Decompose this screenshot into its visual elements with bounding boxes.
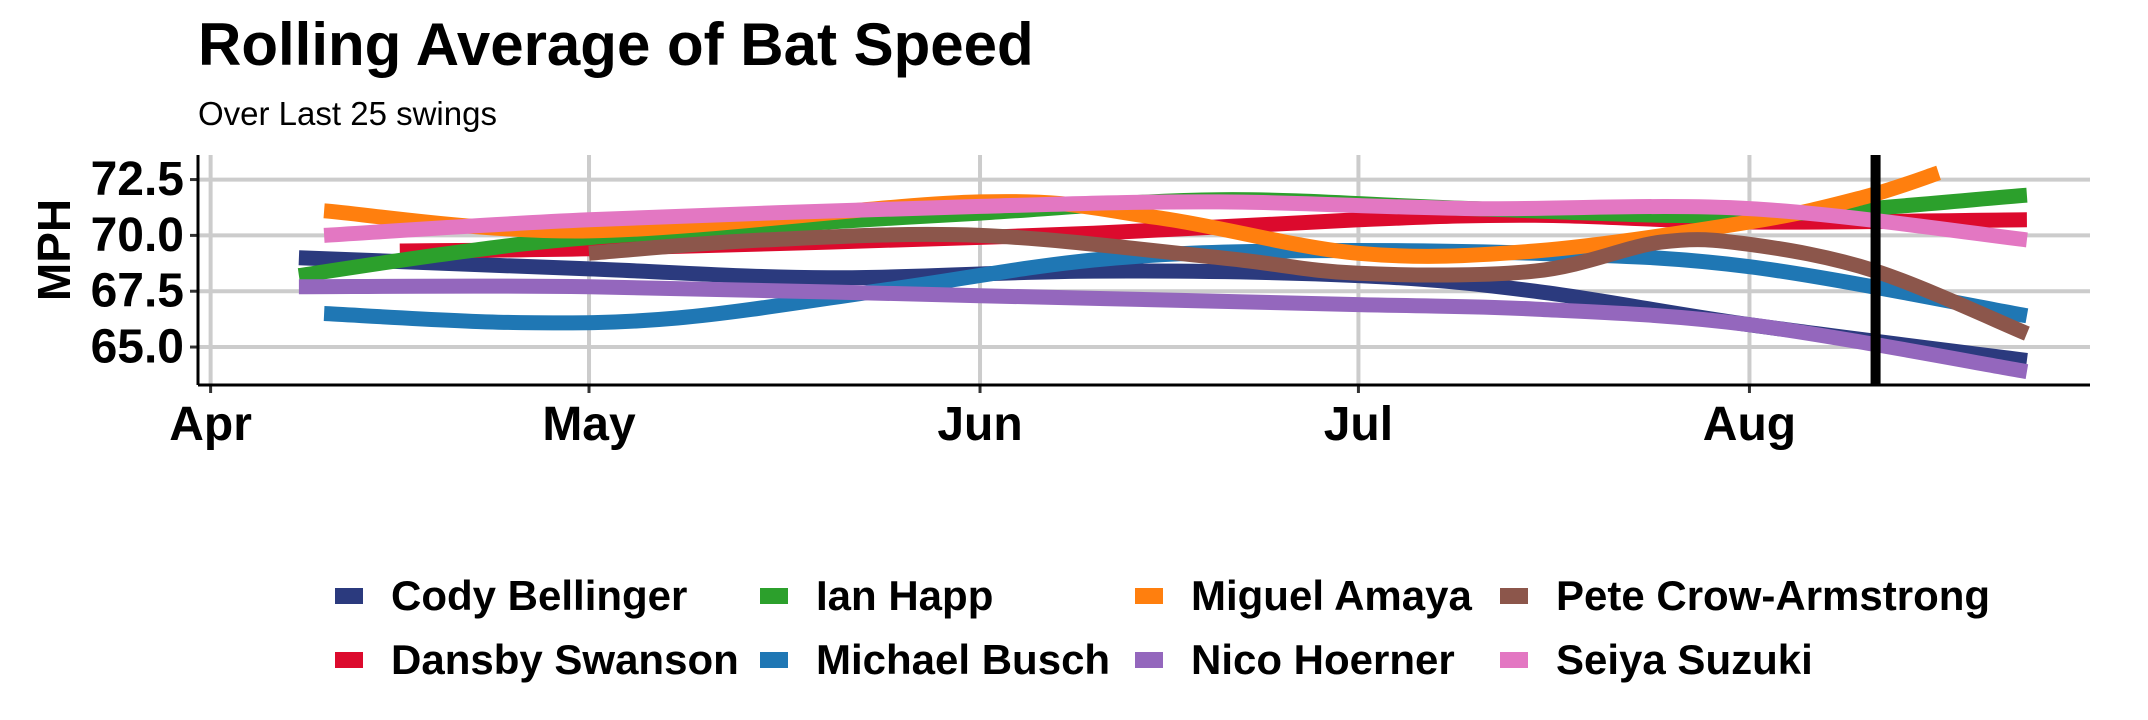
x-tick-label-jun: Jun [937, 398, 1022, 451]
legend-swatch [335, 652, 363, 668]
legend-label: Dansby Swanson [391, 636, 739, 683]
legend: Cody Bellinger Ian Happ Miguel Amaya Pete C… [335, 568, 2055, 688]
axes [196, 155, 2090, 387]
legend-item-seiya-suzuki: Seiya Suzuki [1500, 632, 2020, 688]
legend-label: Nico Hoerner [1191, 636, 1455, 683]
series-line-seiya-suzuki [323, 194, 2028, 248]
series-line-nico-hoerner [298, 278, 2029, 379]
chart-subtitle: Over Last 25 swings [198, 95, 497, 132]
y-tick-label-65-0: 65.0 [91, 321, 184, 374]
legend-swatch [1135, 652, 1163, 668]
legend-label: Michael Busch [816, 636, 1111, 683]
x-tick-label-jul: Jul [1324, 398, 1393, 451]
y-axis-label: MPH [28, 199, 80, 301]
legend-item-ian-happ: Ian Happ [760, 568, 1135, 624]
legend-item-nico-hoerner: Nico Hoerner [1135, 632, 1500, 688]
y-tick-label-67-5: 67.5 [91, 265, 184, 318]
x-tick-label-may: May [542, 398, 636, 451]
legend-item-michael-busch: Michael Busch [760, 632, 1135, 688]
legend-label: Miguel Amaya [1191, 572, 1472, 619]
legend-swatch [1135, 588, 1163, 604]
series-line-pete-crow-armstrong [588, 226, 2030, 341]
legend-swatch [1500, 652, 1528, 668]
legend-label: Cody Bellinger [391, 572, 688, 619]
y-tick-label-72-5: 72.5 [91, 153, 184, 206]
legend-item-cody-bellinger: Cody Bellinger [335, 568, 760, 624]
chart-title: Rolling Average of Bat Speed [198, 11, 1034, 78]
legend-swatch [335, 588, 363, 604]
legend-swatch [760, 652, 788, 668]
legend-label: Ian Happ [816, 572, 994, 619]
y-tick-label-70-0: 70.0 [91, 209, 184, 262]
series-lines [297, 165, 2030, 379]
legend-item-pete-crow-armstrong: Pete Crow-Armstrong [1500, 568, 2020, 624]
x-tick-label-aug: Aug [1703, 398, 1796, 451]
legend-label: Pete Crow-Armstrong [1556, 572, 1991, 619]
x-tick-label-apr: Apr [169, 398, 252, 451]
series-line-miguel-amaya [323, 165, 1941, 264]
legend-label: Seiya Suzuki [1556, 636, 1813, 683]
tick-labels: Apr May Jun Jul Aug 65.067.570.072.5 [91, 153, 1797, 451]
legend-item-miguel-amaya: Miguel Amaya [1135, 568, 1500, 624]
series-line-michael-busch [323, 243, 2029, 331]
legend-item-dansby-swanson: Dansby Swanson [335, 632, 760, 688]
legend-swatch [760, 588, 788, 604]
legend-swatch [1500, 588, 1528, 604]
